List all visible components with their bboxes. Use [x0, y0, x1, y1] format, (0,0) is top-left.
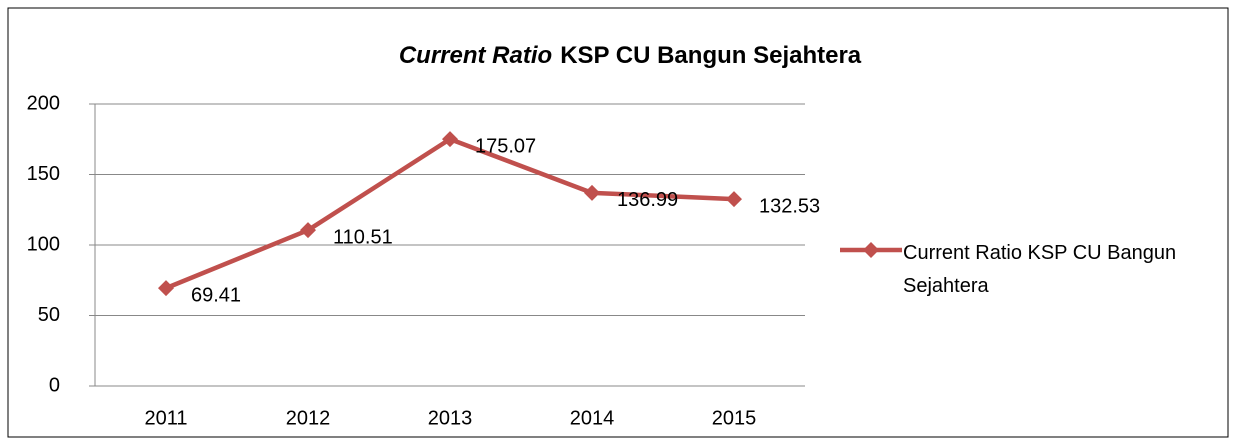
- data-label: 69.41: [191, 284, 241, 306]
- x-tick-label: 2011: [144, 407, 187, 429]
- x-tick-label: 2015: [712, 407, 757, 429]
- chart-title: Current Ratio KSP CU Bangun Sejahtera: [399, 42, 862, 69]
- y-tick-label: 200: [27, 92, 60, 114]
- legend-label: Current Ratio KSP CU Bangun Sejahtera: [903, 242, 1177, 297]
- marker: [726, 191, 742, 208]
- x-tick-label: 2014: [570, 407, 615, 429]
- y-tick-label: 150: [27, 163, 60, 185]
- title-italic: Current Ratio: [399, 42, 552, 69]
- data-label: 175.07: [475, 135, 536, 157]
- data-label: 132.53: [759, 195, 820, 217]
- chart-border: [7, 7, 1229, 438]
- y-tick-label: 50: [38, 304, 60, 326]
- marker: [158, 280, 174, 297]
- marker: [584, 184, 600, 201]
- legend-marker: [863, 242, 879, 258]
- title-rest: KSP CU Bangun Sejahtera: [560, 42, 862, 69]
- marker: [442, 131, 458, 148]
- x-tick-label: 2012: [286, 407, 331, 429]
- data-label: 110.51: [333, 226, 393, 248]
- data-label: 136.99: [617, 189, 678, 211]
- marker: [300, 222, 316, 239]
- x-tick-label: 2013: [428, 407, 473, 429]
- y-tick-label: 0: [49, 374, 60, 396]
- y-tick-label: 100: [27, 233, 60, 255]
